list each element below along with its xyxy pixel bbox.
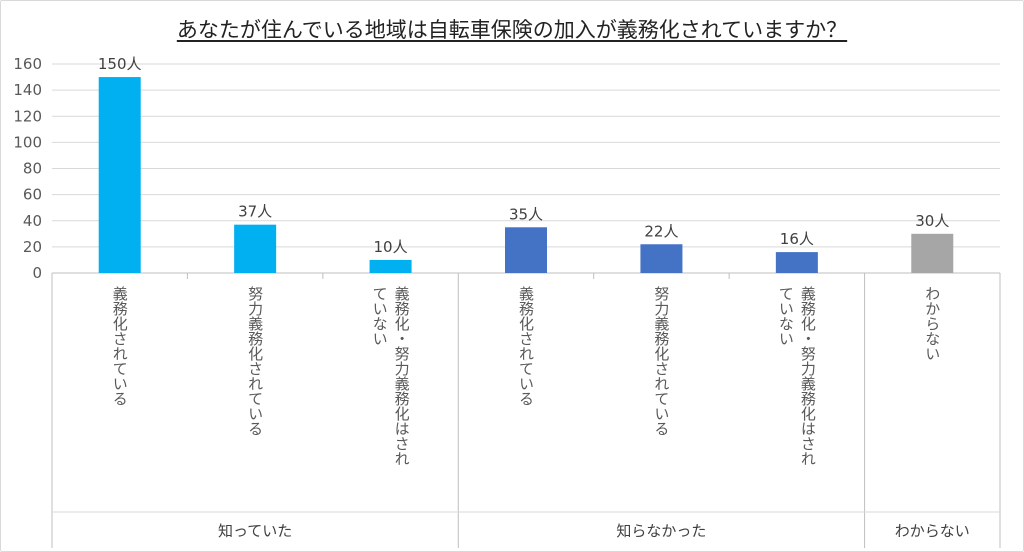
- data-label: 30人: [915, 212, 949, 230]
- category-label: 義務化・努力義務化はされ: [393, 286, 411, 466]
- data-label: 35人: [509, 205, 543, 223]
- data-label: 22人: [644, 222, 678, 240]
- y-tick-label: 0: [32, 264, 42, 282]
- y-tick-label: 40: [23, 212, 42, 230]
- category-label: 義務化されている: [517, 286, 535, 406]
- data-label: 150人: [98, 55, 142, 73]
- data-label: 37人: [238, 203, 272, 221]
- group-label: 知らなかった: [616, 522, 706, 540]
- category-label: 努力義務化されている: [246, 286, 264, 436]
- y-tick-label: 160: [13, 55, 42, 73]
- chart-title: あなたが住んでいる地域は自転車保険の加入が義務化されていますか？: [0, 14, 1024, 44]
- bar: [98, 77, 141, 273]
- category-label: 義務化されている: [111, 286, 129, 406]
- bar: [911, 233, 954, 273]
- category-label: 義務化・努力義務化はされ: [799, 286, 817, 466]
- group-label: 知っていた: [218, 522, 292, 540]
- category-label: ていない: [777, 286, 795, 346]
- y-tick-label: 60: [23, 186, 42, 204]
- bar: [505, 227, 547, 273]
- y-tick-label: 140: [13, 81, 42, 99]
- bar: [640, 244, 683, 273]
- bar: [369, 259, 412, 273]
- group-label: わからない: [895, 522, 970, 540]
- bar: [234, 224, 277, 273]
- data-label: 10人: [374, 238, 408, 256]
- y-tick-label: 120: [13, 107, 42, 125]
- y-tick-label: 100: [13, 133, 42, 151]
- category-label: 努力義務化されている: [652, 286, 670, 436]
- bar: [775, 252, 818, 273]
- data-label: 16人: [780, 230, 814, 248]
- y-tick-label: 20: [23, 238, 42, 256]
- chart-title-text: あなたが住んでいる地域は自転車保険の加入が義務化されていますか？: [176, 18, 848, 42]
- category-label: わからない: [923, 286, 941, 361]
- category-label: ていない: [371, 286, 389, 346]
- y-tick-label: 80: [23, 160, 42, 178]
